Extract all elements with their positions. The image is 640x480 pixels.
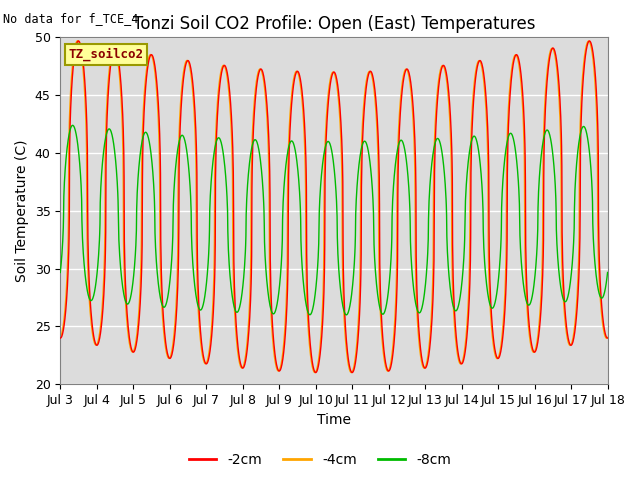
Legend: -2cm, -4cm, -8cm: -2cm, -4cm, -8cm — [183, 447, 457, 473]
Text: TZ_soilco2: TZ_soilco2 — [68, 48, 143, 61]
Y-axis label: Soil Temperature (C): Soil Temperature (C) — [15, 140, 29, 282]
Title: Tonzi Soil CO2 Profile: Open (East) Temperatures: Tonzi Soil CO2 Profile: Open (East) Temp… — [132, 15, 535, 33]
Text: No data for f_TCE_4: No data for f_TCE_4 — [3, 12, 139, 25]
X-axis label: Time: Time — [317, 413, 351, 427]
